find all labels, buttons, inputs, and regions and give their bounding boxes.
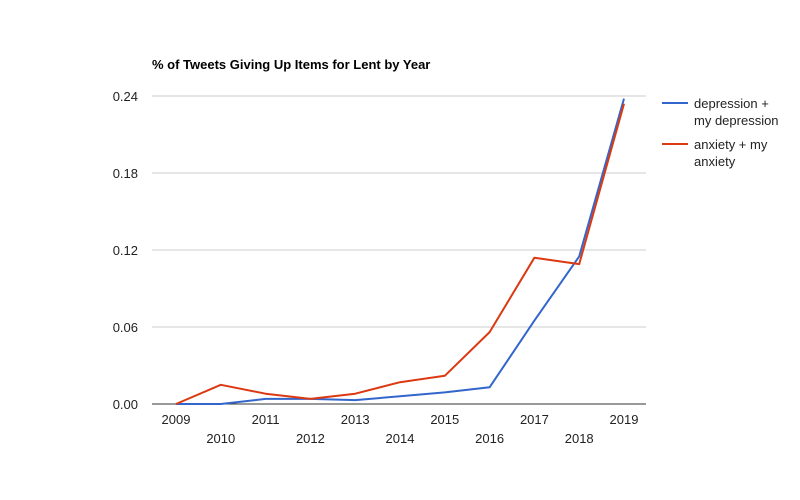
x-tick-label: 2009 [162, 412, 191, 427]
y-tick-label: 0.18 [113, 166, 138, 181]
x-tick-label: 2010 [206, 431, 235, 446]
x-tick-label: 2014 [386, 431, 415, 446]
y-tick-label: 0.24 [113, 89, 138, 104]
y-tick-label: 0.06 [113, 320, 138, 335]
x-tick-label: 2011 [252, 412, 280, 427]
y-tick-label: 0.00 [113, 397, 138, 412]
x-tick-label: 2017 [520, 412, 549, 427]
y-tick-label: 0.12 [113, 243, 138, 258]
legend-label-2: anxiety [694, 154, 736, 169]
chart-title: % of Tweets Giving Up Items for Lent by … [152, 57, 431, 72]
x-tick-label: 2018 [565, 431, 594, 446]
x-tick-label: 2016 [475, 431, 504, 446]
series-line-1 [176, 98, 625, 405]
x-tick-label: 2019 [610, 412, 639, 427]
x-tick-label: 2013 [341, 412, 370, 427]
legend-label-1: depression + [694, 96, 769, 111]
x-tick-label: 2015 [430, 412, 459, 427]
legend-label-1: my depression [694, 113, 779, 128]
series-line-2 [175, 103, 625, 405]
legend-label-2: anxiety + my [694, 137, 768, 152]
x-tick-label: 2012 [296, 431, 325, 446]
